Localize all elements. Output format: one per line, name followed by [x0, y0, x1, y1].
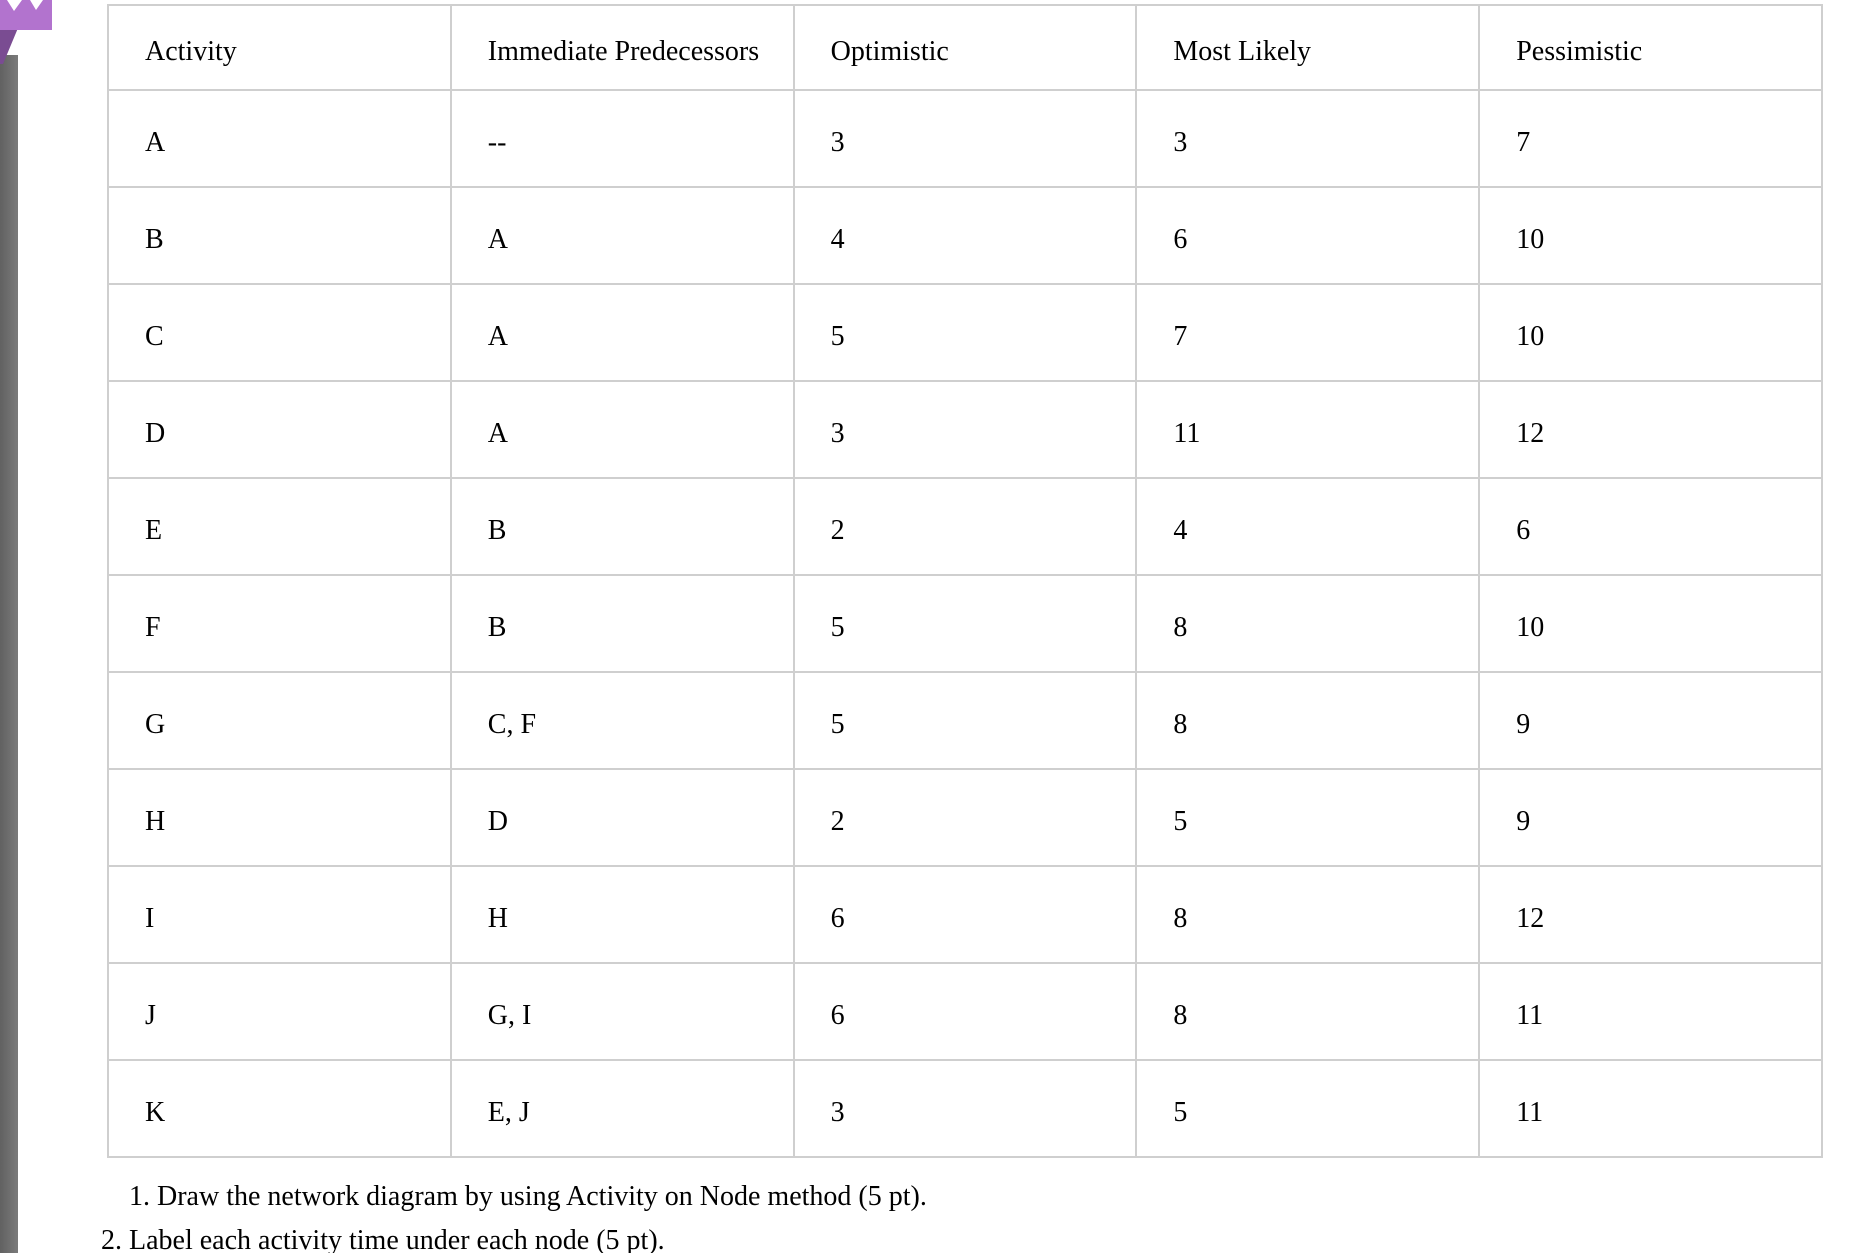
table-row: K E, J 3 5 11 [107, 1059, 1823, 1158]
table-row: J G, I 6 8 11 [107, 962, 1823, 1061]
table-row: B A 4 6 10 [107, 186, 1823, 285]
table-row: I H 6 8 12 [107, 865, 1823, 964]
table-cell: 11 [1478, 962, 1823, 1061]
table-cell: D [107, 380, 452, 479]
table-cell: 8 [1135, 671, 1481, 770]
table-cell: 6 [792, 962, 1138, 1061]
table-cell: 10 [1478, 186, 1823, 285]
activity-table: Activity Immediate Predecessors Optimist… [107, 4, 1823, 1158]
table-cell: 4 [792, 186, 1138, 285]
table-cell: 5 [1135, 768, 1481, 867]
table-cell: 9 [1478, 671, 1823, 770]
table-row: D A 3 11 12 [107, 380, 1823, 479]
table-header-row: Activity Immediate Predecessors Optimist… [107, 4, 1823, 91]
table-cell: I [107, 865, 452, 964]
table-cell: 6 [1135, 186, 1481, 285]
table-cell: G, I [449, 962, 795, 1061]
table-cell: 8 [1135, 574, 1481, 673]
purple-ribbon-icon [0, 0, 52, 64]
table-cell: 12 [1478, 865, 1823, 964]
table-cell: A [449, 283, 795, 382]
column-header-predecessors: Immediate Predecessors [449, 4, 795, 91]
table-cell: F [107, 574, 452, 673]
table-cell: E, J [449, 1059, 795, 1158]
table-row: A -- 3 3 7 [107, 89, 1823, 188]
table-cell: -- [449, 89, 795, 188]
column-header-activity: Activity [107, 4, 452, 91]
table-cell: G [107, 671, 452, 770]
table-cell: 6 [792, 865, 1138, 964]
table-cell: K [107, 1059, 452, 1158]
table-cell: H [107, 768, 452, 867]
table-cell: 5 [792, 283, 1138, 382]
column-header-most-likely: Most Likely [1135, 4, 1481, 91]
table-cell: 7 [1478, 89, 1823, 188]
table-cell: 3 [792, 1059, 1138, 1158]
table-cell: 7 [1135, 283, 1481, 382]
table-cell: 10 [1478, 574, 1823, 673]
table-cell: 3 [1135, 89, 1481, 188]
table-cell: H [449, 865, 795, 964]
table-cell: A [107, 89, 452, 188]
table-cell: D [449, 768, 795, 867]
table-cell: 2 [792, 768, 1138, 867]
table-cell: J [107, 962, 452, 1061]
table-cell: 3 [792, 89, 1138, 188]
table-cell: B [449, 574, 795, 673]
viewport-edge-strip [0, 55, 18, 1253]
table-cell: B [449, 477, 795, 576]
table-cell: 11 [1478, 1059, 1823, 1158]
table-cell: 2 [792, 477, 1138, 576]
table-cell: 9 [1478, 768, 1823, 867]
table-cell: 5 [1135, 1059, 1481, 1158]
table-cell: 10 [1478, 283, 1823, 382]
table-row: F B 5 8 10 [107, 574, 1823, 673]
table-cell: 5 [792, 671, 1138, 770]
table-cell: 4 [1135, 477, 1481, 576]
table-cell: 12 [1478, 380, 1823, 479]
column-header-optimistic: Optimistic [792, 4, 1138, 91]
table-cell: 8 [1135, 962, 1481, 1061]
table-body: A -- 3 3 7 B A 4 6 10 C A 5 7 10 D A 3 11 12 E B 2 4 6 F B 5 8 10 G C, … [107, 89, 1823, 1158]
column-header-pessimistic: Pessimistic [1478, 4, 1823, 91]
table-cell: A [449, 380, 795, 479]
table-cell: C, F [449, 671, 795, 770]
table-cell: A [449, 186, 795, 285]
instruction-line-1: 1. Draw the network diagram by using Act… [129, 1181, 927, 1212]
table-cell: 3 [792, 380, 1138, 479]
table-row: C A 5 7 10 [107, 283, 1823, 382]
table-cell: 8 [1135, 865, 1481, 964]
table-cell: 6 [1478, 477, 1823, 576]
table-cell: E [107, 477, 452, 576]
table-cell: 5 [792, 574, 1138, 673]
table-cell: C [107, 283, 452, 382]
table-cell: 11 [1135, 380, 1481, 479]
table-cell: B [107, 186, 452, 285]
instruction-line-2: 2. Label each activity time under each n… [101, 1225, 665, 1253]
table-header: Activity Immediate Predecessors Optimist… [107, 4, 1823, 91]
